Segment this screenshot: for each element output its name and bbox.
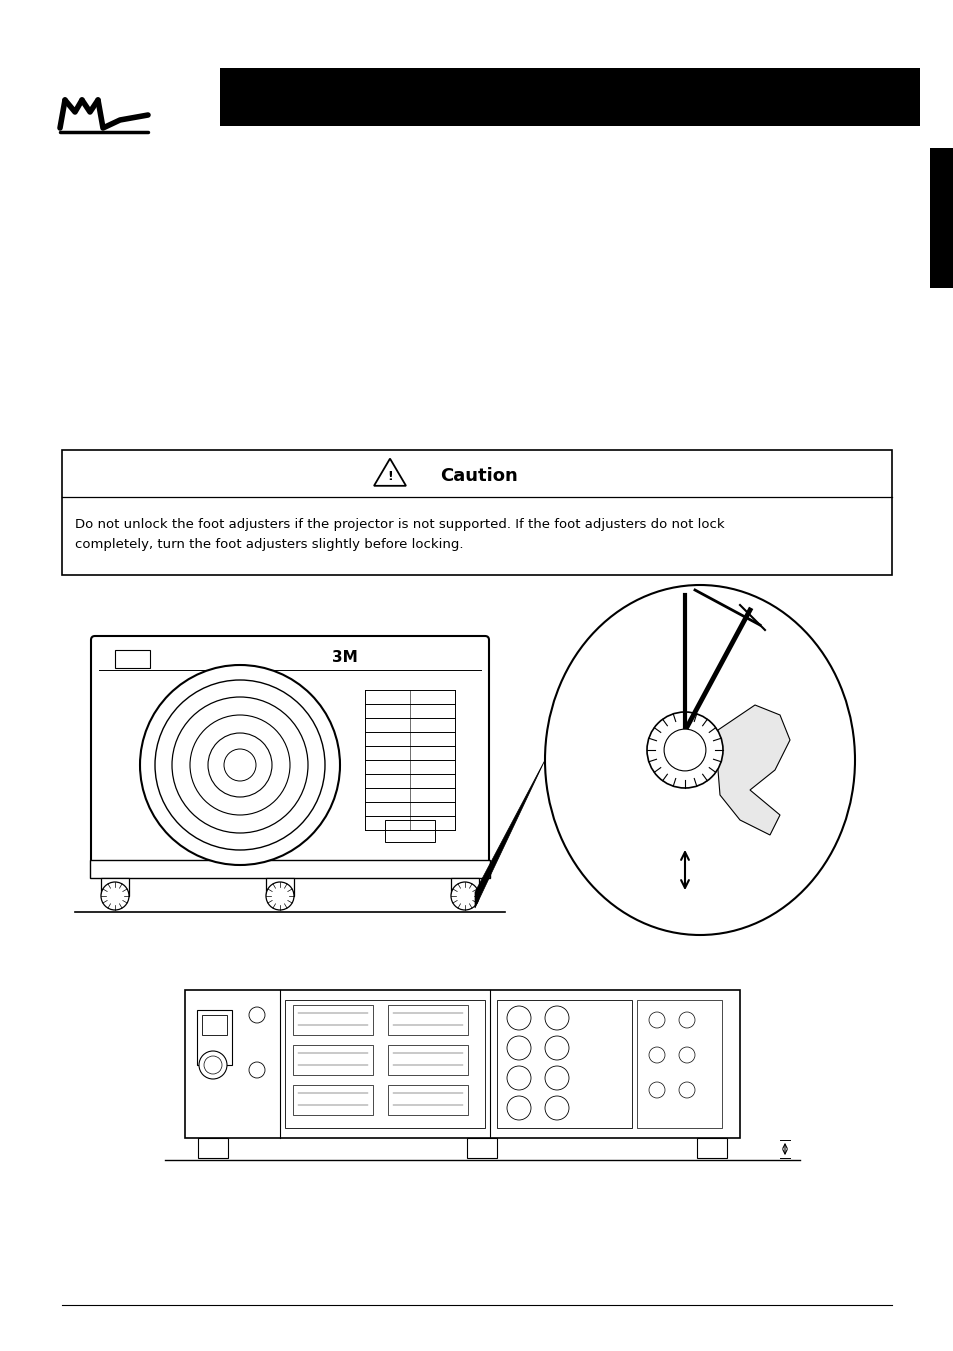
Circle shape <box>199 1051 227 1079</box>
Circle shape <box>506 1036 531 1061</box>
Circle shape <box>648 1082 664 1098</box>
Circle shape <box>506 1066 531 1090</box>
Circle shape <box>648 1012 664 1028</box>
Bar <box>90 861 490 878</box>
Circle shape <box>506 1096 531 1120</box>
Polygon shape <box>718 705 789 835</box>
Bar <box>198 1138 228 1158</box>
Circle shape <box>172 697 308 834</box>
Circle shape <box>506 1006 531 1029</box>
Bar <box>385 820 435 842</box>
Circle shape <box>190 715 290 815</box>
Bar <box>467 1138 497 1158</box>
Circle shape <box>249 1006 265 1023</box>
Circle shape <box>646 712 722 788</box>
Bar <box>115 650 150 667</box>
Circle shape <box>154 680 325 850</box>
Bar <box>101 878 129 896</box>
Circle shape <box>266 882 294 911</box>
Bar <box>697 1138 726 1158</box>
Circle shape <box>140 665 339 865</box>
Bar <box>62 450 891 576</box>
Polygon shape <box>475 761 544 908</box>
Text: Do not unlock the foot adjusters if the projector is not supported. If the foot : Do not unlock the foot adjusters if the … <box>75 517 724 531</box>
Circle shape <box>679 1012 695 1028</box>
Bar <box>388 1085 468 1115</box>
Circle shape <box>204 1056 222 1074</box>
Circle shape <box>451 882 478 911</box>
Circle shape <box>101 882 129 911</box>
Bar <box>929 149 953 288</box>
Bar <box>497 1000 631 1128</box>
Circle shape <box>679 1047 695 1063</box>
Bar <box>196 1011 232 1065</box>
Bar <box>637 1000 721 1128</box>
Bar <box>388 1005 468 1035</box>
Circle shape <box>544 1096 568 1120</box>
Ellipse shape <box>544 585 854 935</box>
Circle shape <box>648 1047 664 1063</box>
FancyBboxPatch shape <box>91 636 489 865</box>
Bar <box>388 1046 468 1075</box>
Circle shape <box>679 1082 695 1098</box>
Circle shape <box>544 1006 568 1029</box>
Circle shape <box>663 730 705 771</box>
Bar <box>220 68 919 126</box>
Bar <box>293 1085 373 1115</box>
Bar <box>293 1005 373 1035</box>
Text: Caution: Caution <box>439 467 517 485</box>
Circle shape <box>544 1066 568 1090</box>
Bar <box>293 1046 373 1075</box>
Text: !: ! <box>387 470 393 484</box>
Circle shape <box>208 734 272 797</box>
Bar <box>185 990 740 1138</box>
Circle shape <box>544 1036 568 1061</box>
Text: 3M: 3M <box>332 650 357 666</box>
Bar <box>451 878 478 896</box>
Circle shape <box>224 748 255 781</box>
Bar <box>285 1000 484 1128</box>
Circle shape <box>249 1062 265 1078</box>
Bar <box>266 878 294 896</box>
Text: completely, turn the foot adjusters slightly before locking.: completely, turn the foot adjusters slig… <box>75 538 463 551</box>
Bar <box>202 1015 227 1035</box>
